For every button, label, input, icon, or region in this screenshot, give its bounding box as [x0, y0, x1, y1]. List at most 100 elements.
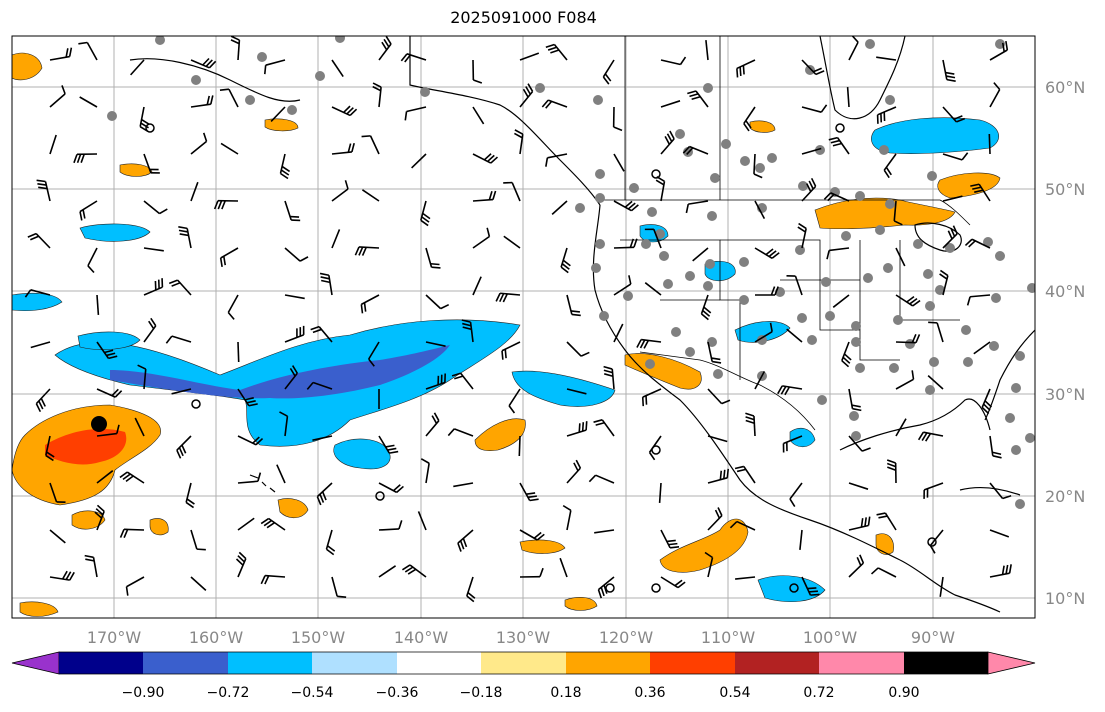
wind-barb [929, 529, 944, 554]
station-marker [593, 95, 603, 105]
wind-barb [736, 59, 756, 78]
wind-barb [848, 554, 865, 578]
station-marker [1015, 499, 1025, 509]
colorbar-bin [481, 652, 566, 674]
us-mexico-border [639, 351, 816, 431]
station-marker [721, 139, 731, 149]
station-marker [879, 145, 889, 155]
wind-barb [35, 388, 51, 413]
wind-barb [378, 435, 399, 454]
lon-label: 170°W [87, 628, 142, 647]
wind-barb [310, 325, 333, 343]
wind-barb [237, 341, 240, 363]
station-marker [807, 335, 817, 345]
colorbar-tick-label: −0.18 [460, 685, 503, 701]
wind-barb [588, 474, 615, 484]
wind-barb [886, 459, 897, 484]
station-markers [107, 36, 1035, 509]
wind-barb [79, 96, 98, 108]
station-marker [851, 431, 861, 441]
lat-label: 50°N [1045, 180, 1085, 199]
wind-barb [559, 557, 568, 578]
wind-barb [411, 153, 427, 169]
station-marker [817, 395, 827, 405]
wind-barb [707, 435, 728, 443]
wind-barb [848, 435, 871, 452]
colorbar-extend-low [11, 651, 60, 675]
colorbar-bin [566, 652, 650, 674]
wind-barb [220, 142, 239, 155]
station-marker [755, 163, 765, 173]
wind-barb [361, 135, 380, 155]
wind-barb [49, 529, 66, 544]
station-marker [107, 111, 117, 121]
station-marker [685, 347, 695, 357]
wind-barb [49, 47, 73, 61]
wind-barb [312, 435, 333, 441]
station-marker [641, 239, 651, 249]
wind-barb [400, 53, 427, 63]
wind-barb [973, 341, 991, 355]
wind-barb [96, 470, 114, 484]
wind-barb [284, 294, 305, 300]
wind-barb [895, 333, 921, 344]
wind-barb [165, 335, 192, 344]
station-marker [245, 95, 255, 105]
wind-barb [30, 341, 51, 349]
station-marker [659, 251, 669, 261]
wind-barb [754, 370, 766, 390]
colorbar-bin [228, 652, 312, 674]
station-marker [591, 263, 601, 273]
station-marker [705, 259, 715, 269]
station-marker [739, 295, 749, 305]
station-marker [805, 65, 815, 75]
wind-barb [331, 576, 347, 599]
wind-barb [942, 225, 958, 249]
wind-barb [735, 576, 756, 580]
lat-label: 10°N [1045, 589, 1085, 608]
north-america-west-coast [592, 204, 901, 561]
wind-barb [545, 153, 568, 167]
station-marker [1015, 351, 1025, 361]
colorbar-tick-label: 0.72 [803, 685, 834, 701]
wind-barb [503, 235, 521, 249]
wind-barb [472, 153, 499, 164]
wind-barb [519, 52, 540, 61]
wind-barb [472, 106, 485, 125]
station-marker [707, 337, 717, 347]
wind-barb [378, 520, 403, 531]
station-marker [710, 173, 720, 183]
station-marker [191, 75, 201, 85]
station-marker [315, 71, 325, 81]
alaska-coast [409, 36, 601, 206]
cyclone-marker [91, 416, 107, 432]
wind-barb [797, 222, 807, 249]
station-marker [1011, 383, 1021, 393]
wind-barb [551, 200, 568, 215]
station-marker [629, 183, 639, 193]
station-marker [798, 181, 808, 191]
wind-barb [36, 179, 51, 202]
wind-barb [593, 419, 615, 437]
wind-barb [227, 294, 239, 320]
wind-barb [190, 57, 217, 69]
station-marker [663, 279, 673, 289]
wind-barbs [24, 36, 1012, 603]
wind-barb [848, 482, 869, 490]
colorbar-bin [735, 652, 819, 674]
wind-barb [171, 388, 192, 395]
wind-barb [942, 59, 956, 82]
wind-barb [883, 153, 897, 179]
wind-barb [518, 435, 521, 457]
wind-barb [848, 388, 862, 412]
wind-barb [235, 551, 247, 578]
station-marker [945, 243, 955, 253]
colorbar-tick-label: 0.18 [550, 685, 581, 701]
wind-barb [660, 56, 687, 66]
wind-barb [420, 200, 431, 227]
lon-label: 150°W [291, 628, 346, 647]
wind-barb [988, 133, 991, 155]
station-marker [963, 357, 973, 367]
wind-barb [754, 200, 766, 220]
